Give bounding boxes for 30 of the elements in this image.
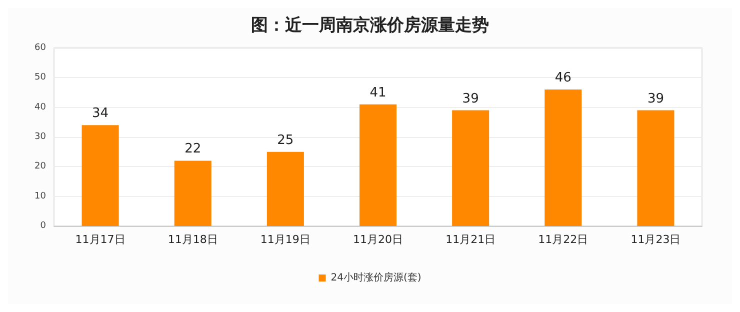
- data-label: 46: [554, 70, 572, 86]
- y-tick-label: 60: [34, 43, 46, 53]
- bar: [359, 104, 397, 226]
- data-label: 39: [647, 91, 664, 106]
- x-tick-label: 11月19日: [260, 233, 310, 246]
- x-tick-label: 11月17日: [75, 233, 126, 246]
- data-label: 41: [370, 85, 386, 100]
- y-tick-label: 30: [34, 132, 46, 142]
- bar: [82, 125, 119, 226]
- data-label: 39: [462, 91, 479, 106]
- y-tick-label: 20: [34, 162, 46, 172]
- y-tick-label: 40: [34, 102, 46, 112]
- bar: [266, 152, 304, 226]
- y-tick-label: 10: [34, 191, 46, 202]
- bar: [452, 110, 490, 226]
- data-label: 22: [184, 142, 202, 157]
- x-tick-label: 11月22日: [538, 233, 588, 246]
- bar: [637, 110, 674, 226]
- chart-title: 图：近一周南京涨价房源量走势: [251, 16, 489, 36]
- bar: [544, 90, 582, 226]
- x-tick-label: 11月20日: [353, 233, 403, 246]
- legend-label: 24小时涨价房源(套): [330, 272, 422, 284]
- y-tick-label: 50: [34, 72, 46, 83]
- y-tick-label: 0: [40, 221, 46, 231]
- data-label: 34: [92, 106, 109, 122]
- data-label: 25: [277, 132, 294, 148]
- x-tick-label: 11月23日: [630, 233, 681, 246]
- x-tick-label: 11月21日: [446, 233, 496, 246]
- x-tick-label: 11月18日: [168, 233, 218, 246]
- bar: [174, 160, 212, 226]
